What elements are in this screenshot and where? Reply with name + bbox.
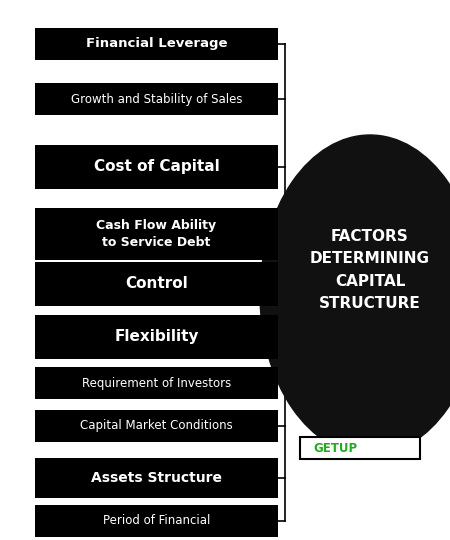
Text: Requirement of Investors: Requirement of Investors [82,376,231,389]
Text: FACTORS
DETERMINING
CAPITAL
STRUCTURE: FACTORS DETERMINING CAPITAL STRUCTURE [310,229,430,311]
Text: Cost of Capital: Cost of Capital [94,159,220,174]
FancyBboxPatch shape [35,83,278,115]
Text: Capital Market Conditions: Capital Market Conditions [80,420,233,433]
FancyBboxPatch shape [35,28,278,60]
Ellipse shape [260,135,450,455]
FancyBboxPatch shape [35,410,278,442]
Text: GETUP: GETUP [314,442,358,455]
FancyBboxPatch shape [300,437,420,459]
Text: Flexibility: Flexibility [114,329,199,345]
Text: Period of Financial: Period of Financial [103,515,210,528]
Text: Growth and Stability of Sales: Growth and Stability of Sales [71,92,242,105]
FancyBboxPatch shape [35,262,278,306]
FancyBboxPatch shape [35,367,278,399]
FancyBboxPatch shape [35,505,278,537]
FancyBboxPatch shape [35,145,278,189]
Text: LEARN: LEARN [358,442,402,455]
Text: Control: Control [125,276,188,292]
FancyBboxPatch shape [35,315,278,359]
Text: Cash Flow Ability
to Service Debt: Cash Flow Ability to Service Debt [96,219,216,248]
FancyBboxPatch shape [35,208,278,260]
Text: Assets Structure: Assets Structure [91,471,222,485]
FancyBboxPatch shape [35,458,278,498]
Text: Financial Leverage: Financial Leverage [86,37,227,51]
